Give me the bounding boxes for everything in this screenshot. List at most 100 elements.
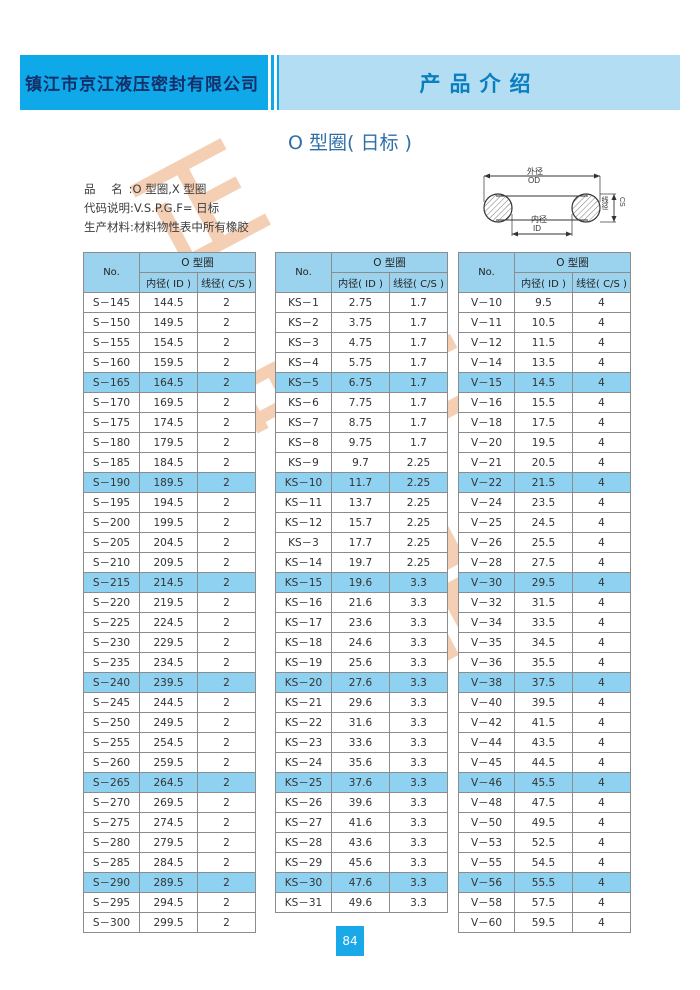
table-header-row-top: No. O 型圈 xyxy=(458,252,631,293)
cell-no: V－38 xyxy=(458,672,515,693)
cell-cs: 3.3 xyxy=(389,592,448,613)
table-row: S－190 189.5 2 xyxy=(83,472,256,493)
table-row: S－230 229.5 2 xyxy=(83,632,256,653)
cell-cs: 4 xyxy=(572,632,631,653)
table-wrap-v-series: No. O 型圈 内径( ID ) 线径( C/S ) V－10 9.5 4 V－11… xyxy=(458,252,631,933)
table-row: KS－12 15.7 2.25 xyxy=(275,512,448,533)
col-header-no: No. xyxy=(458,252,515,293)
cell-no: KS－30 xyxy=(275,872,332,893)
cell-id: 9.5 xyxy=(514,292,573,313)
diagram-label-od-en: OD xyxy=(528,176,540,185)
cell-cs: 4 xyxy=(572,832,631,853)
table-row: S－210 209.5 2 xyxy=(83,552,256,573)
cell-id: 3.75 xyxy=(331,312,390,333)
cell-id: 299.5 xyxy=(139,912,198,933)
cell-id: 41.5 xyxy=(514,712,573,733)
cell-cs: 4 xyxy=(572,432,631,453)
cell-cs: 2 xyxy=(197,432,256,453)
cell-no: V－11 xyxy=(458,312,515,333)
table-row: S－145 144.5 2 xyxy=(83,292,256,313)
table-row: KS－17 23.6 3.3 xyxy=(275,612,448,633)
cell-id: 289.5 xyxy=(139,872,198,893)
cell-cs: 2 xyxy=(197,672,256,693)
table-row: V－30 29.5 4 xyxy=(458,572,631,593)
cell-no: V－44 xyxy=(458,732,515,753)
cell-id: 17.7 xyxy=(331,532,390,553)
cell-id: 39.6 xyxy=(331,792,390,813)
cell-cs: 2 xyxy=(197,632,256,653)
table-row: KS－23 33.6 3.3 xyxy=(275,732,448,753)
cell-id: 21.6 xyxy=(331,592,390,613)
cell-cs: 4 xyxy=(572,472,631,493)
cell-cs: 1.7 xyxy=(389,372,448,393)
table-row: S－220 219.5 2 xyxy=(83,592,256,613)
table-row: KS－22 31.6 3.3 xyxy=(275,712,448,733)
cell-no: V－30 xyxy=(458,572,515,593)
cell-cs: 3.3 xyxy=(389,812,448,833)
cell-cs: 4 xyxy=(572,772,631,793)
cell-no: S－200 xyxy=(83,512,140,533)
table-row: V－42 41.5 4 xyxy=(458,712,631,733)
cell-no: KS－16 xyxy=(275,592,332,613)
cell-id: 29.6 xyxy=(331,692,390,713)
cell-no: S－255 xyxy=(83,732,140,753)
cell-no: KS－20 xyxy=(275,672,332,693)
cell-no: KS－6 xyxy=(275,392,332,413)
cell-no: KS－31 xyxy=(275,892,332,913)
cell-no: S－240 xyxy=(83,672,140,693)
cell-id: 45.6 xyxy=(331,852,390,873)
table-row: KS－15 19.6 3.3 xyxy=(275,572,448,593)
cell-cs: 3.3 xyxy=(389,872,448,893)
cell-id: 174.5 xyxy=(139,412,198,433)
table-row: V－34 33.5 4 xyxy=(458,612,631,633)
cell-cs: 4 xyxy=(572,912,631,933)
cell-id: 234.5 xyxy=(139,652,198,673)
cell-no: S－260 xyxy=(83,752,140,773)
table-row: S－155 154.5 2 xyxy=(83,332,256,353)
table-row: KS－27 41.6 3.3 xyxy=(275,812,448,833)
cell-id: 244.5 xyxy=(139,692,198,713)
spec-row-product-name: 品 名:O 型圈,X 型圈 xyxy=(84,180,249,199)
cell-cs: 2.25 xyxy=(389,552,448,573)
cell-id: 6.75 xyxy=(331,372,390,393)
cell-cs: 3.3 xyxy=(389,672,448,693)
cell-cs: 4 xyxy=(572,572,631,593)
table-row: S－225 224.5 2 xyxy=(83,612,256,633)
cell-id: 29.5 xyxy=(514,572,573,593)
cell-no: KS－28 xyxy=(275,832,332,853)
table-row: KS－31 49.6 3.3 xyxy=(275,892,448,913)
col-header-id: 内径( ID ) xyxy=(139,272,198,293)
cell-id: 23.6 xyxy=(331,612,390,633)
cell-cs: 1.7 xyxy=(389,312,448,333)
cell-cs: 2 xyxy=(197,532,256,553)
cell-cs: 4 xyxy=(572,652,631,673)
table-row: V－22 21.5 4 xyxy=(458,472,631,493)
cell-no: KS－18 xyxy=(275,632,332,653)
cell-cs: 3.3 xyxy=(389,852,448,873)
cell-cs: 3.3 xyxy=(389,612,448,633)
cell-cs: 4 xyxy=(572,732,631,753)
table-row: KS－21 29.6 3.3 xyxy=(275,692,448,713)
table-row: KS－10 11.7 2.25 xyxy=(275,472,448,493)
col-header-id: 内径( ID ) xyxy=(331,272,390,293)
cell-no: S－210 xyxy=(83,552,140,573)
spec-value-code-note: :V.S.P.G.F= 日标 xyxy=(130,201,220,215)
cell-no: KS－23 xyxy=(275,732,332,753)
table-row: KS－29 45.6 3.3 xyxy=(275,852,448,873)
cell-id: 274.5 xyxy=(139,812,198,833)
cell-cs: 2 xyxy=(197,292,256,313)
cell-cs: 4 xyxy=(572,692,631,713)
cell-cs: 3.3 xyxy=(389,632,448,653)
cell-cs: 2 xyxy=(197,712,256,733)
cell-no: S－175 xyxy=(83,412,140,433)
cell-no: S－220 xyxy=(83,592,140,613)
table-row: KS－9 9.7 2.25 xyxy=(275,452,448,473)
page-number-badge: 84 xyxy=(336,926,364,956)
cell-cs: 4 xyxy=(572,612,631,633)
cell-id: 199.5 xyxy=(139,512,198,533)
cell-id: 14.5 xyxy=(514,372,573,393)
cell-id: 294.5 xyxy=(139,892,198,913)
cell-no: V－58 xyxy=(458,892,515,913)
table-row: S－165 164.5 2 xyxy=(83,372,256,393)
cell-cs: 2 xyxy=(197,872,256,893)
